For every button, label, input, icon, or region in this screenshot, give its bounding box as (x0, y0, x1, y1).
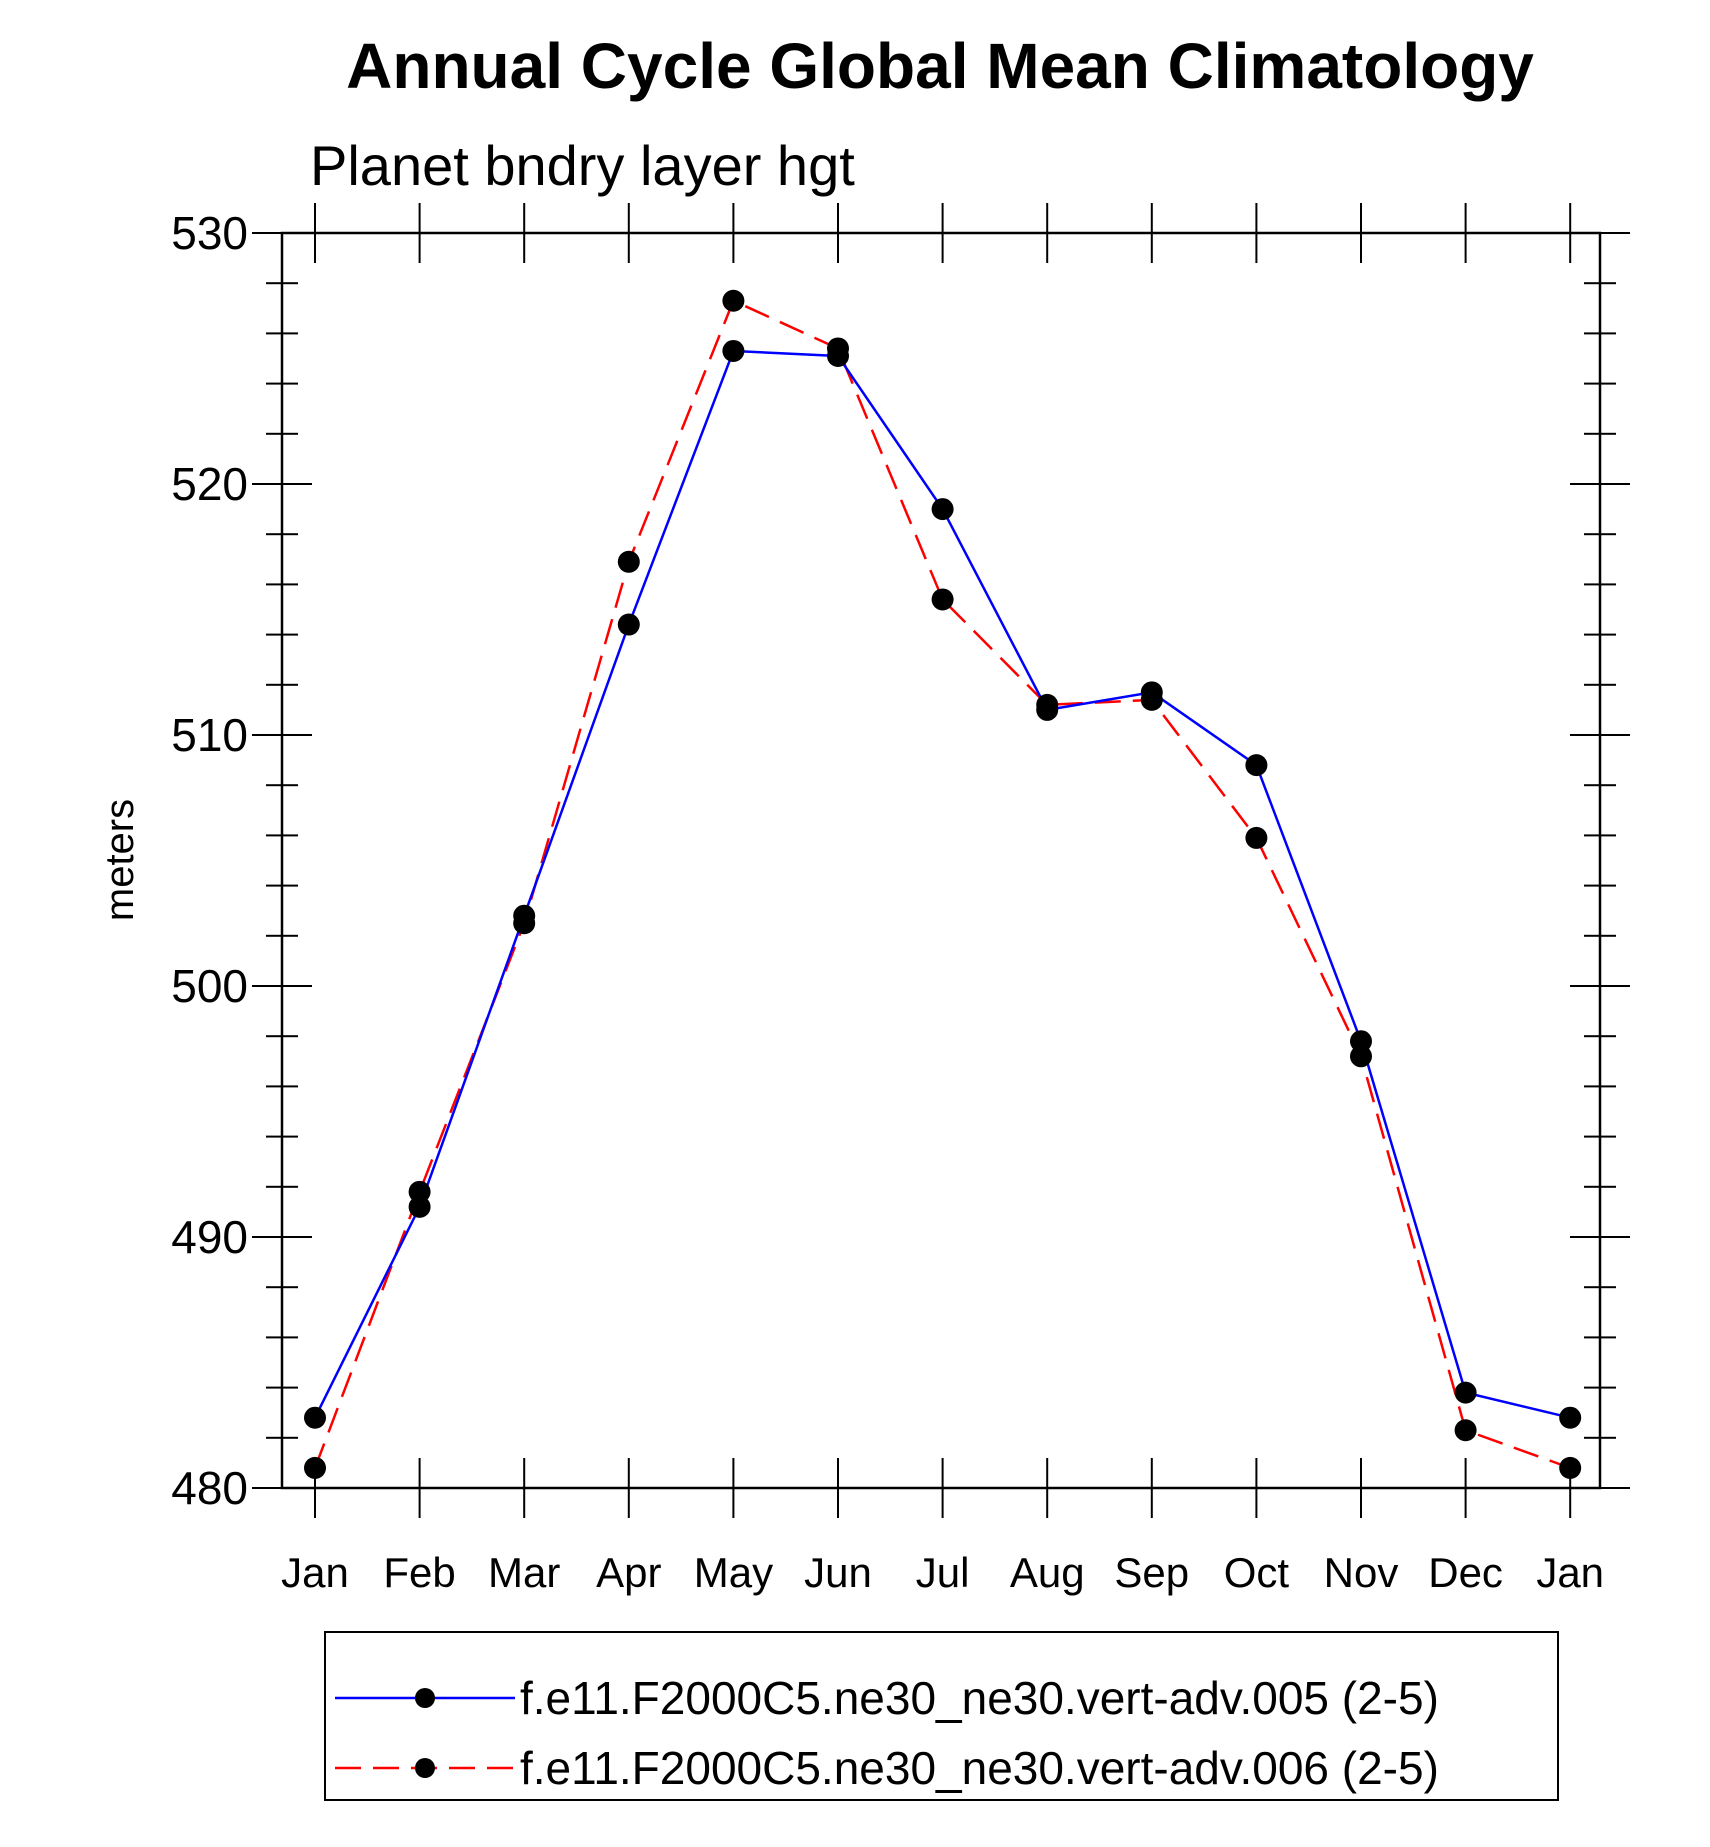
data-point (513, 912, 536, 935)
series-2-markers (304, 289, 1582, 1479)
y-tick-label: 500 (171, 960, 248, 1012)
data-point (722, 339, 745, 362)
series-2 (313, 299, 1571, 1470)
x-tick-label: Jul (916, 1549, 970, 1596)
legend-label: f.e11.F2000C5.ne30_ne30.vert-adv.005 (2-… (520, 1672, 1439, 1724)
chart-title: Annual Cycle Global Mean Climatology (346, 30, 1534, 102)
y-tick-label: 530 (171, 207, 248, 259)
y-tick-label: 520 (171, 458, 248, 510)
data-point (1559, 1456, 1582, 1479)
x-tick-label: Nov (1324, 1549, 1399, 1596)
x-tick-labels: Jan Feb Mar Apr May Jun Jul Aug Sep Oct Nov Dec Jan (281, 1549, 1604, 1596)
x-tick-label: Jun (804, 1549, 872, 1596)
series-1-markers (304, 339, 1582, 1429)
x-tick-label: Feb (383, 1549, 455, 1596)
data-point (1559, 1406, 1582, 1429)
x-tick-label: May (694, 1549, 773, 1596)
data-point (408, 1195, 431, 1218)
legend: f.e11.F2000C5.ne30_ne30.vert-adv.005 (2-… (335, 1672, 1439, 1794)
y-axis-label: meters (98, 799, 142, 921)
data-point (1350, 1045, 1372, 1068)
data-point (931, 498, 954, 521)
y-tick-label: 490 (171, 1211, 248, 1263)
data-point (722, 289, 745, 312)
x-tick-label: Apr (596, 1549, 661, 1596)
x-tick-label: Jan (281, 1549, 349, 1596)
data-point (408, 1180, 431, 1203)
plot-frame (280, 231, 1602, 1490)
data-point (1245, 754, 1268, 777)
data-point (1454, 1381, 1477, 1404)
legend-box (324, 1631, 1559, 1801)
chart-subtitle: Planet bndry layer hgt (310, 134, 855, 197)
x-tick-label: Oct (1224, 1549, 1290, 1596)
y-tick-label: 480 (171, 1462, 248, 1514)
axis-ticks (252, 203, 1630, 1518)
data-point (1140, 688, 1163, 711)
data-point (617, 550, 640, 573)
x-tick-label: Jan (1536, 1549, 1604, 1596)
x-tick-label: Aug (1010, 1549, 1085, 1596)
data-point (304, 1456, 326, 1479)
x-tick-label: Sep (1114, 1549, 1189, 1596)
y-tick-label: 510 (171, 709, 248, 761)
data-point (304, 1406, 326, 1429)
data-point (1245, 826, 1268, 849)
data-point (827, 337, 849, 360)
data-point (931, 588, 954, 611)
series-line (313, 299, 1571, 1470)
legend-label: f.e11.F2000C5.ne30_ne30.vert-adv.006 (2-… (520, 1742, 1439, 1794)
x-tick-label: Dec (1428, 1549, 1503, 1596)
legend-marker (415, 1758, 435, 1778)
data-point (1350, 1030, 1372, 1053)
x-tick-label: Mar (488, 1549, 560, 1596)
data-point (1036, 693, 1059, 716)
y-tick-labels: 480 490 500 510 520 530 (171, 207, 248, 1514)
data-point (617, 613, 640, 636)
series-layer (304, 289, 1582, 1479)
data-point (1454, 1419, 1477, 1442)
legend-marker (415, 1688, 435, 1708)
